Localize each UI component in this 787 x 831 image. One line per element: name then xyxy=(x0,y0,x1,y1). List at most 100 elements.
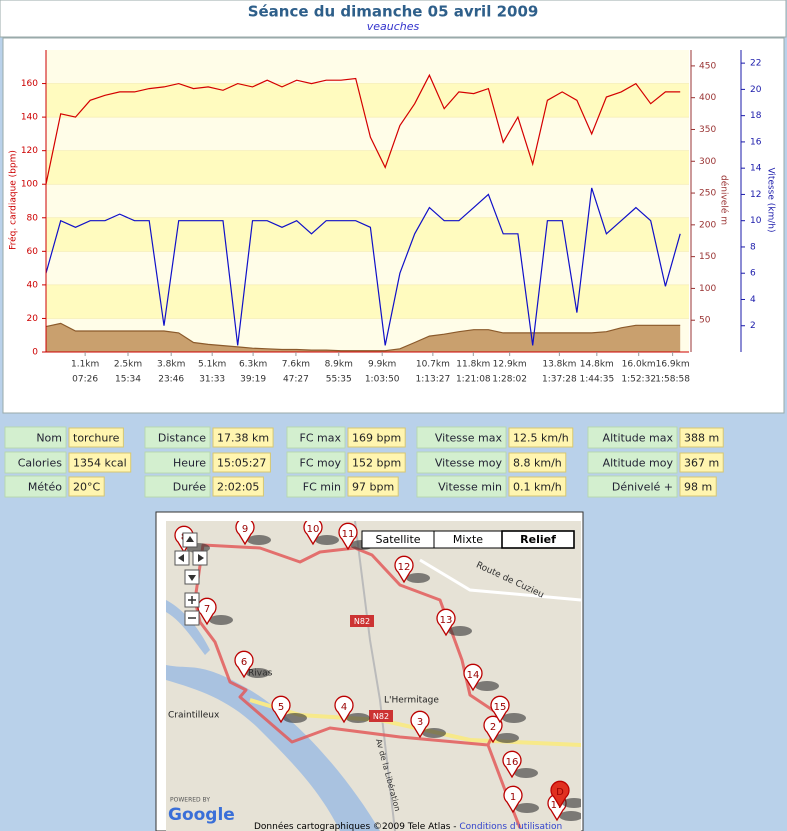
area-line xyxy=(45,322,681,352)
map-type-label: Satellite xyxy=(375,533,420,546)
marker-label: 3 xyxy=(417,717,423,728)
map-type-buttons: Satellite Mixte Relief xyxy=(361,530,575,549)
grid-band xyxy=(46,251,689,285)
marker-shadow xyxy=(246,668,270,678)
stat-label: Météo xyxy=(28,481,62,494)
stat-label: Distance xyxy=(158,432,206,445)
header-box xyxy=(0,0,787,38)
marker[interactable] xyxy=(334,695,354,724)
marker[interactable] xyxy=(550,780,570,809)
stat-label: Vitesse moy xyxy=(435,457,503,470)
y-tick-label: 100 xyxy=(21,180,38,190)
marker[interactable] xyxy=(338,522,358,551)
stat-label: FC moy xyxy=(300,457,342,470)
x-tick-label: 1:21:08 xyxy=(456,375,491,385)
x-tick-distance: 9.9km xyxy=(368,360,396,370)
x-tick-label: 07:26 xyxy=(72,375,98,385)
marker-label: 14 xyxy=(467,670,480,681)
marker-label: 17 xyxy=(551,800,564,811)
stat-value-box xyxy=(347,427,406,448)
x-tick-label: 1:28:02 xyxy=(492,375,527,385)
x-tick-distance: 10.7km xyxy=(416,360,450,370)
stat-label-box xyxy=(144,475,211,498)
marker[interactable] xyxy=(235,518,255,546)
marker[interactable] xyxy=(503,785,523,814)
arrow xyxy=(198,554,204,562)
stat-value-box xyxy=(679,476,717,497)
y2-tick-label: 400 xyxy=(699,93,716,103)
grid-band xyxy=(46,284,689,319)
y3-tick-label: 6 xyxy=(750,269,756,279)
marker[interactable] xyxy=(410,710,430,739)
x-tick-distance: 2.5km xyxy=(114,360,142,370)
x-tick-distance: 7.6km xyxy=(282,360,310,370)
stat-label: Nom xyxy=(36,432,62,445)
terms-link[interactable]: Conditions d'utilisation xyxy=(459,822,562,831)
x-tick-distance: 8.9km xyxy=(325,360,353,370)
x-tick-distance: 12.9km xyxy=(493,360,527,370)
y-tick-label: 160 xyxy=(21,79,38,89)
stat-label-box xyxy=(144,426,211,449)
marker[interactable] xyxy=(463,663,483,692)
map-type-label: Mixte xyxy=(453,533,483,546)
marker-label: 9 xyxy=(242,524,248,535)
y-tick-label: 40 xyxy=(27,280,39,290)
map-credit: Données cartographiques ©2009 Tele Atlas… xyxy=(254,821,562,831)
stat-label-box xyxy=(587,426,678,449)
x-tick-label: 1:37:28 xyxy=(542,375,577,385)
y2-tick-label: 100 xyxy=(699,284,716,294)
marker-shadow xyxy=(514,768,538,778)
stats: Nom torchure Distance 17.38 km FC max 169 bpm… xyxy=(4,426,724,498)
marker[interactable] xyxy=(490,695,510,724)
stat-value: 367 m xyxy=(684,457,719,470)
marker-label: 16 xyxy=(506,757,519,768)
marker-label: 15 xyxy=(494,702,507,713)
stat-value-box xyxy=(508,427,574,448)
marker[interactable] xyxy=(271,695,291,724)
stat-label: Altitude max xyxy=(603,432,674,445)
stat-label-box xyxy=(144,451,211,474)
marker[interactable] xyxy=(502,750,522,779)
stat-value-box xyxy=(347,476,399,497)
marker-shadow xyxy=(559,811,581,821)
stat-label-box xyxy=(286,475,346,498)
marker-shadow xyxy=(422,728,446,738)
grid-band xyxy=(46,83,689,118)
marker-shadow xyxy=(247,535,271,545)
marker[interactable] xyxy=(483,715,503,744)
marker-shadow xyxy=(346,713,370,723)
marker-label: 1 xyxy=(510,792,516,803)
stat-label: Heure xyxy=(173,457,206,470)
map-type-button[interactable] xyxy=(501,530,575,549)
area xyxy=(46,323,681,352)
y2-axis-label: dénivelé m xyxy=(719,175,730,225)
road xyxy=(419,558,581,602)
x-tick-label: 39:19 xyxy=(240,375,266,385)
stat-label: FC max xyxy=(300,432,342,445)
stat-value: 98 m xyxy=(684,481,712,494)
marker[interactable] xyxy=(234,650,254,679)
map-type-label: Relief xyxy=(520,533,556,546)
stat-value: 1354 kcal xyxy=(73,457,127,470)
stat-label: Calories xyxy=(18,457,63,470)
marker[interactable] xyxy=(394,555,414,584)
y2-tick-label: 350 xyxy=(699,125,716,135)
marker[interactable] xyxy=(303,518,323,546)
stat-value-box xyxy=(212,452,271,473)
grid-band xyxy=(46,117,689,151)
stat-label-box xyxy=(286,451,346,474)
x-tick-label: 1:44:35 xyxy=(579,375,614,385)
marker-shadow xyxy=(448,626,472,636)
x-tick-label: 1:52:32 xyxy=(621,375,656,385)
plus xyxy=(188,596,196,604)
place: Craintilleux xyxy=(168,711,220,721)
subtitle: veauches xyxy=(367,20,420,33)
marker-label: 13 xyxy=(440,615,453,626)
marker[interactable] xyxy=(436,608,456,637)
chart: 0 20 40 60 80 100 120 140 160 50 100 150 200 250 300 35… xyxy=(8,50,776,385)
marker-label: 7 xyxy=(204,604,210,615)
stat-value-box xyxy=(508,476,567,497)
stat-value-box xyxy=(679,452,724,473)
place: N82 xyxy=(354,617,370,626)
y3-tick-label: 22 xyxy=(750,59,761,69)
